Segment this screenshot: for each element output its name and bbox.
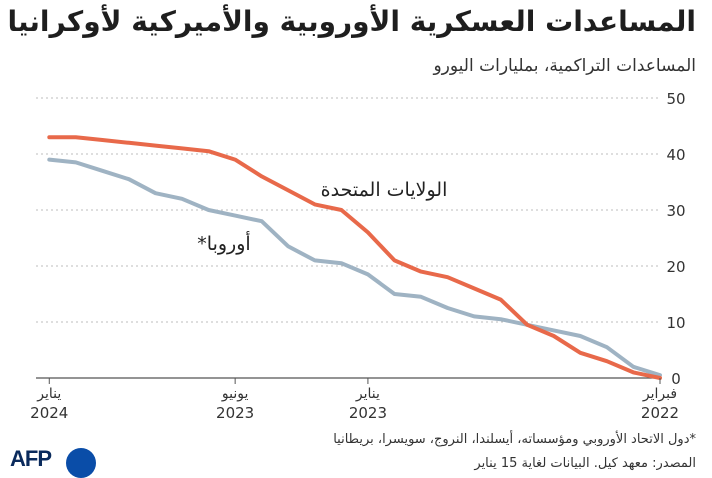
afp-logo-text: AFP (10, 446, 52, 471)
x-tick-label-month: يناير (355, 386, 380, 402)
x-tick-label-month: فبراير (642, 386, 677, 402)
series-label-us: الولايات المتحدة (321, 179, 448, 201)
chart-subtitle: المساعدات التراكمية، بمليارات اليورو (433, 56, 696, 76)
y-tick-label: 20 (666, 258, 685, 276)
x-tick-label-month: يونيو (221, 386, 249, 402)
y-tick-label: 40 (666, 146, 685, 164)
y-tick-label: 30 (666, 202, 685, 220)
series-line-europe (47, 157, 662, 378)
x-tick-label-year: 2023 (216, 404, 254, 422)
series-line-us (47, 135, 662, 380)
series-label-europe: أوروبا* (197, 231, 250, 255)
footnote: *دول الاتحاد الأوروبي ومؤسساته، أيسلندا،… (333, 432, 696, 447)
afp-logo-dot (66, 448, 96, 478)
x-tick-label-year: 2024 (30, 404, 68, 422)
afp-logo: AFP (10, 446, 102, 478)
source-note: المصدر: معهد كيل. البيانات لغاية 15 يناي… (474, 456, 696, 471)
x-tick-label-year: 2023 (349, 404, 387, 422)
y-tick-label: 10 (666, 314, 685, 332)
x-tick-label-month: يناير (36, 386, 61, 402)
y-tick-label: 0 (671, 370, 681, 388)
chart-title: المساعدات العسكرية الأوروبية والأميركية … (7, 5, 696, 38)
x-tick-label-year: 2022 (641, 404, 679, 422)
y-tick-label: 50 (666, 90, 685, 108)
